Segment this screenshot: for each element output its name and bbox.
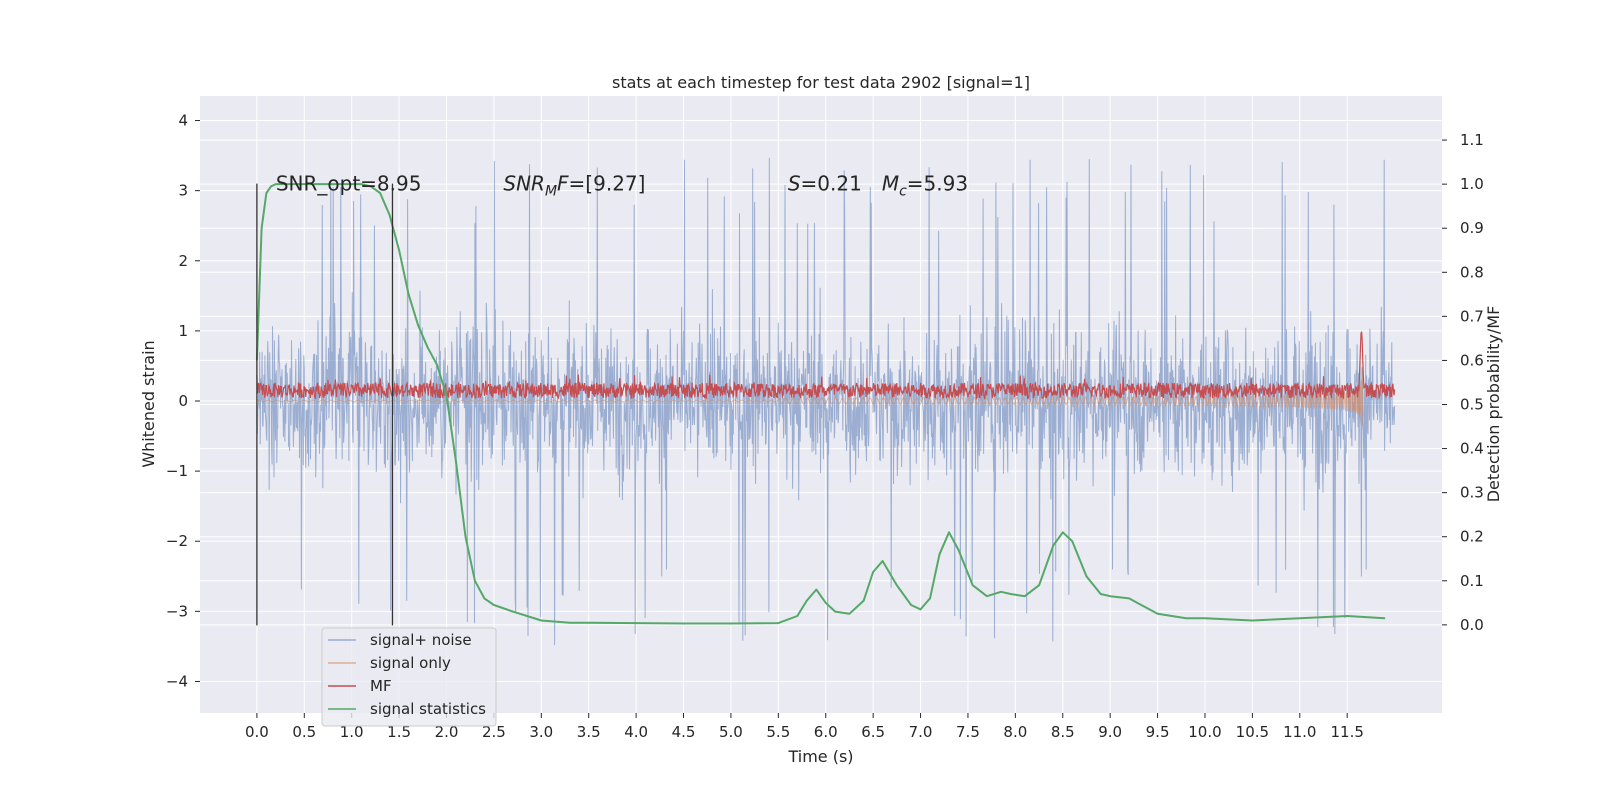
- right-y-axis-label: Detection probability/MF: [1484, 306, 1503, 503]
- x-tick-label: 2.0: [435, 723, 459, 741]
- x-tick-label: 7.0: [909, 723, 933, 741]
- x-axis-ticks: 0.0 0.5 1.0 1.5 2.0 2.5 3.0 3.5 4.0 4.5 5.0 5.5 6.0 6…: [245, 713, 1364, 741]
- x-tick-label: 6.5: [861, 723, 885, 741]
- right-y-tick-label: 0.9: [1460, 219, 1484, 237]
- y-tick-label: −2: [166, 532, 188, 550]
- x-tick-label: 0.0: [245, 723, 269, 741]
- annotation-value: =[9.27]: [569, 172, 646, 196]
- y-axis-label: Whitened strain: [139, 340, 158, 467]
- y-tick-label: 0: [178, 392, 188, 410]
- x-tick-label: 9.0: [1098, 723, 1122, 741]
- right-y-tick-label: 0.3: [1460, 484, 1484, 502]
- x-tick-label: 0.5: [292, 723, 316, 741]
- annotation-subscript: c: [899, 184, 907, 200]
- y-tick-label: 3: [178, 182, 188, 200]
- y-tick-label: −3: [166, 602, 188, 620]
- annotations: SNR_opt=8.95 SNRMF=[9.27] S=0.21 Mc=5.93: [276, 172, 968, 200]
- annotation-symbol: M: [882, 172, 899, 196]
- y-tick-label: 1: [178, 322, 188, 340]
- annotation-0: SNR_opt=8.95: [276, 172, 422, 196]
- x-tick-label: 3.0: [529, 723, 553, 741]
- annotation-1: SNRMF=[9.27]: [503, 172, 645, 200]
- x-tick-label: 10.5: [1236, 723, 1269, 741]
- annotation-symbol: SNR: [503, 172, 545, 196]
- x-axis-label: Time (s): [787, 747, 853, 766]
- annotation-symbol: F: [557, 172, 569, 196]
- x-tick-label: 7.5: [956, 723, 980, 741]
- right-y-tick-label: 1.0: [1460, 175, 1484, 193]
- x-tick-label: 8.5: [1051, 723, 1075, 741]
- annotation-value: =0.21: [801, 172, 882, 196]
- legend-label-signal-only: signal only: [370, 654, 451, 672]
- x-tick-label: 10.0: [1188, 723, 1221, 741]
- right-y-tick-label: 0.4: [1460, 440, 1484, 458]
- chart-title: stats at each timestep for test data 290…: [612, 73, 1030, 92]
- x-tick-label: 4.5: [672, 723, 696, 741]
- x-tick-label: 11.5: [1330, 723, 1363, 741]
- x-tick-label: 9.5: [1146, 723, 1170, 741]
- series-signal-noise-line: [256, 157, 1396, 646]
- x-tick-label: 1.0: [340, 723, 364, 741]
- y-axis-ticks: −4 −3 −2 −1 0 1 2 3 4: [166, 112, 200, 690]
- annotation-2: S=0.21 Mc=5.93: [788, 172, 968, 200]
- annotation-symbol: S: [788, 172, 801, 196]
- legend-label-mf: MF: [370, 677, 392, 695]
- series-signal-only-line: [256, 370, 1364, 426]
- legend-label-signal-statistics: signal statistics: [370, 700, 486, 718]
- x-tick-label: 3.5: [577, 723, 601, 741]
- x-tick-label: 5.5: [766, 723, 790, 741]
- x-tick-label: 11.0: [1283, 723, 1316, 741]
- legend: signal+ noise signal only MF signal stat…: [321, 627, 497, 727]
- annotation-subscript: M: [545, 184, 557, 200]
- right-y-tick-label: 0.6: [1460, 351, 1484, 369]
- y-tick-label: −4: [166, 672, 188, 690]
- right-y-tick-label: 1.1: [1460, 131, 1484, 149]
- right-y-tick-label: 0.1: [1460, 572, 1484, 590]
- right-y-tick-label: 0.5: [1460, 396, 1484, 414]
- annotation-value: =5.93: [907, 172, 968, 196]
- y-tick-label: 4: [178, 112, 188, 130]
- x-tick-label: 1.5: [387, 723, 411, 741]
- x-tick-label: 2.5: [482, 723, 506, 741]
- x-tick-label: 6.0: [814, 723, 838, 741]
- right-y-tick-label: 0.0: [1460, 616, 1484, 634]
- right-y-tick-label: 0.8: [1460, 263, 1484, 281]
- legend-label-signal-noise: signal+ noise: [370, 631, 472, 649]
- series-signal-statistics-line: [255, 183, 1386, 625]
- right-y-tick-label: 0.7: [1460, 307, 1484, 325]
- right-y-tick-label: 0.2: [1460, 528, 1484, 546]
- right-y-axis-ticks: 0.0 0.1 0.2 0.3 0.4 0.5 0.6 0.7 0.8 0.9 1.0 1.1: [1442, 131, 1484, 634]
- y-tick-label: 2: [178, 252, 188, 270]
- x-tick-label: 4.0: [624, 723, 648, 741]
- x-tick-label: 8.0: [1003, 723, 1027, 741]
- y-tick-label: −1: [166, 462, 188, 480]
- legend-frame: [321, 627, 497, 727]
- x-tick-label: 5.0: [719, 723, 743, 741]
- data-layer: [255, 157, 1396, 646]
